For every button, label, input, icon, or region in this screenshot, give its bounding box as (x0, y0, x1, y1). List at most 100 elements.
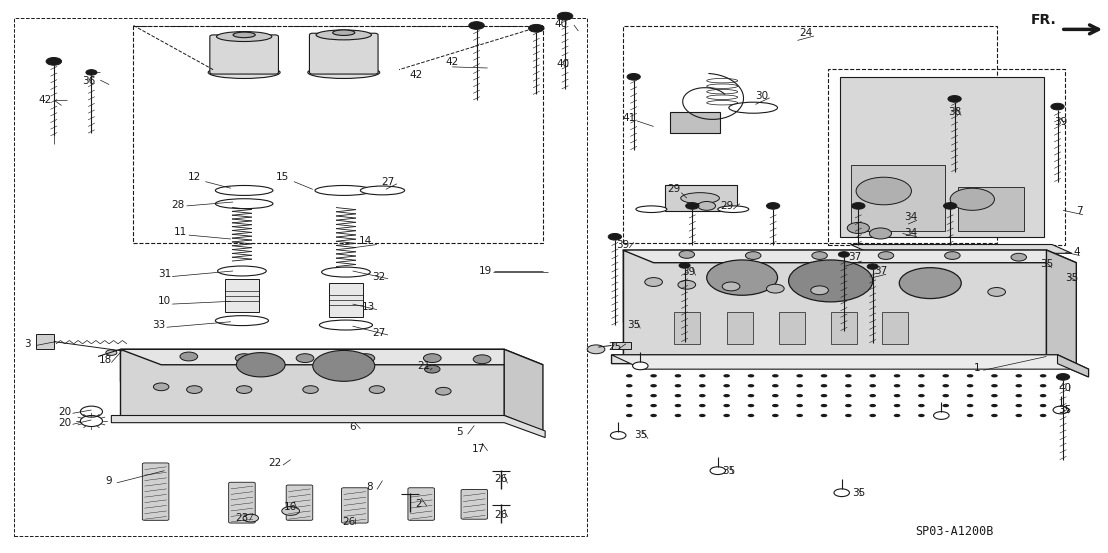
Bar (665, 185, 737, 211)
Circle shape (281, 507, 299, 515)
Circle shape (469, 22, 484, 29)
Text: 26: 26 (494, 510, 507, 520)
Ellipse shape (321, 267, 370, 277)
Circle shape (746, 252, 761, 259)
Text: 2: 2 (416, 499, 422, 509)
Circle shape (724, 374, 730, 378)
Circle shape (473, 355, 491, 364)
Circle shape (678, 280, 696, 289)
Text: 42: 42 (409, 70, 422, 80)
Text: 35: 35 (1058, 405, 1071, 415)
Bar (829, 69, 1065, 244)
Circle shape (611, 431, 626, 439)
Circle shape (748, 374, 755, 378)
Ellipse shape (216, 32, 271, 41)
Polygon shape (851, 244, 1071, 253)
Circle shape (1015, 404, 1022, 407)
Bar (14, 18, 587, 536)
Text: 37: 37 (849, 252, 862, 262)
Circle shape (845, 384, 852, 387)
Circle shape (821, 414, 828, 417)
Circle shape (557, 12, 573, 20)
Circle shape (236, 386, 252, 393)
Circle shape (992, 384, 997, 387)
Circle shape (236, 353, 285, 377)
Circle shape (848, 222, 870, 233)
Text: 13: 13 (361, 302, 375, 312)
Circle shape (722, 282, 740, 291)
Circle shape (1015, 384, 1022, 387)
Circle shape (772, 404, 779, 407)
Text: 39: 39 (683, 267, 696, 277)
Text: 40: 40 (554, 19, 567, 29)
Circle shape (879, 252, 894, 259)
Bar (831, 312, 858, 344)
Bar (851, 165, 945, 231)
Circle shape (86, 70, 98, 75)
Polygon shape (120, 349, 504, 382)
Circle shape (943, 414, 950, 417)
Circle shape (626, 384, 633, 387)
Circle shape (868, 264, 879, 269)
Circle shape (943, 384, 950, 387)
Circle shape (699, 374, 706, 378)
Text: 41: 41 (623, 113, 636, 123)
Text: 17: 17 (472, 444, 485, 453)
Circle shape (724, 404, 730, 407)
Bar (779, 312, 806, 344)
Circle shape (1039, 374, 1046, 378)
Circle shape (967, 414, 974, 417)
Circle shape (312, 351, 375, 382)
Text: 35: 35 (627, 320, 640, 330)
Circle shape (797, 414, 803, 417)
Circle shape (821, 384, 828, 387)
Bar (882, 312, 909, 344)
Circle shape (967, 404, 974, 407)
FancyBboxPatch shape (228, 482, 255, 523)
Text: 21: 21 (417, 361, 430, 371)
Polygon shape (612, 355, 1088, 369)
Text: 31: 31 (157, 269, 171, 279)
Ellipse shape (319, 320, 372, 330)
Circle shape (772, 414, 779, 417)
Circle shape (529, 24, 544, 32)
Circle shape (797, 384, 803, 387)
Text: 19: 19 (479, 266, 492, 276)
Text: 8: 8 (366, 482, 372, 492)
Circle shape (1015, 394, 1022, 397)
Text: 34: 34 (904, 212, 917, 222)
Circle shape (870, 394, 876, 397)
Circle shape (834, 489, 850, 497)
Text: 15: 15 (276, 172, 289, 182)
Circle shape (992, 404, 997, 407)
Text: 3: 3 (24, 339, 31, 349)
Circle shape (900, 268, 962, 299)
Circle shape (675, 414, 681, 417)
Text: 30: 30 (756, 91, 769, 101)
Circle shape (870, 404, 876, 407)
Bar (674, 312, 700, 344)
Circle shape (919, 394, 925, 397)
Text: 39: 39 (1054, 117, 1067, 127)
Circle shape (748, 384, 755, 387)
Circle shape (821, 374, 828, 378)
Circle shape (967, 374, 974, 378)
Circle shape (650, 414, 657, 417)
Circle shape (789, 260, 873, 302)
FancyBboxPatch shape (309, 33, 378, 74)
Circle shape (894, 374, 901, 378)
Circle shape (1039, 384, 1046, 387)
Circle shape (856, 177, 912, 205)
Text: 16: 16 (284, 502, 297, 512)
Text: 29: 29 (720, 201, 733, 211)
Polygon shape (120, 349, 504, 415)
Circle shape (608, 233, 622, 240)
Circle shape (748, 394, 755, 397)
Circle shape (626, 374, 633, 378)
Ellipse shape (215, 199, 273, 208)
Circle shape (845, 414, 852, 417)
Text: 25: 25 (608, 342, 622, 352)
Circle shape (435, 387, 451, 395)
Circle shape (934, 411, 950, 419)
Polygon shape (623, 250, 1046, 322)
